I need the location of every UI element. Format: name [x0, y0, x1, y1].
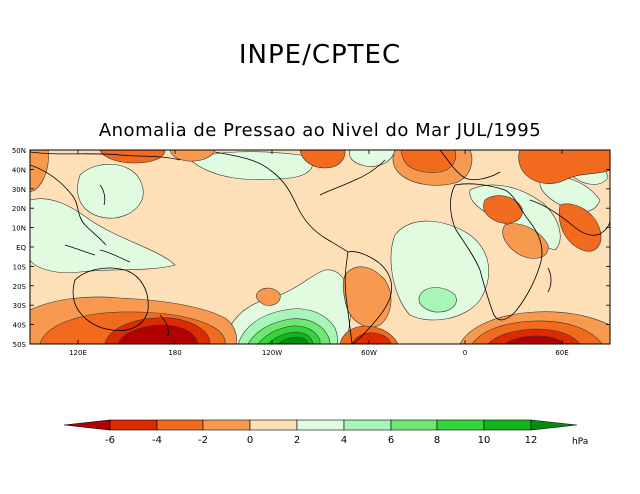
coastlines: [30, 150, 610, 344]
lon-label: 120W: [262, 349, 282, 357]
legend-bin: [483, 419, 532, 431]
lon-label: 60E: [555, 349, 568, 357]
color-legend: -6 -4 -2 0 2 4 6 8 10 12 hPa: [63, 419, 588, 447]
legend-tick: 12: [525, 435, 538, 446]
coastline-australia: [72, 267, 149, 332]
coastline-madagascar: [547, 267, 552, 293]
lat-label: 20S: [13, 283, 27, 291]
anomaly-region-south-pacific-10: [277, 336, 309, 344]
lat-label: 40S: [13, 322, 27, 330]
lat-label: 20N: [12, 205, 26, 213]
map-title: Anomalia de Pressao ao Nivel do Mar JUL/…: [98, 120, 542, 141]
lon-label: 60W: [361, 349, 377, 357]
organization-title: INPE/CPTEC: [238, 40, 402, 70]
legend-bin: [63, 419, 111, 431]
anomaly-region-north-atlantic: [349, 150, 396, 167]
anomaly-region-north-pacific-high: [77, 164, 144, 219]
coastline-indonesia: [64, 244, 131, 263]
legend-tick: 2: [294, 435, 300, 446]
latitude-axis: 50N 40N 30N 20N 10N EQ 10S 20S 30S 40S 5…: [12, 147, 610, 349]
anomaly-region-west-pacific: [30, 198, 176, 273]
lat-label: EQ: [16, 244, 26, 252]
legend-unit: hPa: [572, 437, 588, 447]
legend-tick: 8: [434, 435, 440, 446]
lat-label: 30S: [13, 302, 27, 310]
lon-label: 120E: [69, 349, 87, 357]
anomaly-region-north-america: [299, 150, 346, 169]
legend-bin: [343, 419, 392, 431]
lat-label: 50N: [12, 147, 26, 155]
anomaly-region-siberia: [99, 150, 166, 164]
legend-tick: 0: [247, 435, 253, 446]
coastline-asia-east: [30, 164, 107, 246]
anomaly-region-south-atlantic-west: [256, 287, 281, 306]
legend-tick: 6: [388, 435, 394, 446]
legend-bin: [202, 419, 251, 431]
legend-bin: [296, 419, 345, 431]
coastline-gulf: [319, 159, 386, 196]
legend-tick: -4: [152, 435, 162, 446]
anomaly-region-north-africa: [483, 195, 523, 224]
lat-label: 40N: [12, 166, 26, 174]
legend-tick: -2: [198, 435, 208, 446]
legend-tick: 10: [478, 435, 491, 446]
legend-bin: [109, 419, 158, 431]
lat-label: 30N: [12, 186, 26, 194]
legend-tick: -6: [105, 435, 115, 446]
coastline-south-america: [347, 251, 393, 344]
coastline-north-america: [214, 151, 349, 253]
anomaly-region-south-atlantic-2: [418, 287, 457, 313]
anomaly-region-chile: [342, 266, 392, 328]
anomaly-region-russia: [518, 150, 610, 184]
lon-label: 180: [168, 349, 181, 357]
anomaly-region-south-africa-6: [504, 335, 565, 344]
anomaly-region-europe-2: [401, 150, 457, 173]
coastline-europe: [439, 150, 501, 180]
coastline-south-america-west: [344, 251, 353, 344]
coastline-japan: [99, 184, 106, 206]
legend-tick: 4: [341, 435, 347, 446]
legend-bin: [390, 419, 438, 431]
anomaly-field: [30, 150, 610, 344]
legend-bin: [436, 419, 485, 431]
legend-bin: [530, 419, 578, 431]
legend-bin: [156, 419, 204, 431]
coastline-africa: [450, 183, 543, 321]
anomaly-region-south-atlantic: [390, 220, 489, 321]
anomaly-region-north-pacific-low: [169, 150, 216, 162]
anomaly-region-drake-low-2: [351, 332, 392, 344]
legend-bin: [249, 419, 298, 431]
coastline-new-zealand: [159, 314, 169, 337]
anomaly-region-arabia: [558, 203, 602, 252]
anomaly-region-tasman-low-6: [117, 324, 199, 344]
anomaly-region-central-pacific: [189, 151, 313, 180]
lat-label: 10N: [12, 225, 26, 233]
longitude-axis: 120E 180 120W 60W 0 60E: [69, 150, 569, 357]
lat-label: 10S: [13, 263, 27, 271]
lon-label: 0: [463, 349, 467, 357]
anomaly-region-west-edge: [30, 150, 49, 193]
lat-label: 50S: [13, 341, 27, 349]
coastline-asia-north: [30, 151, 181, 161]
